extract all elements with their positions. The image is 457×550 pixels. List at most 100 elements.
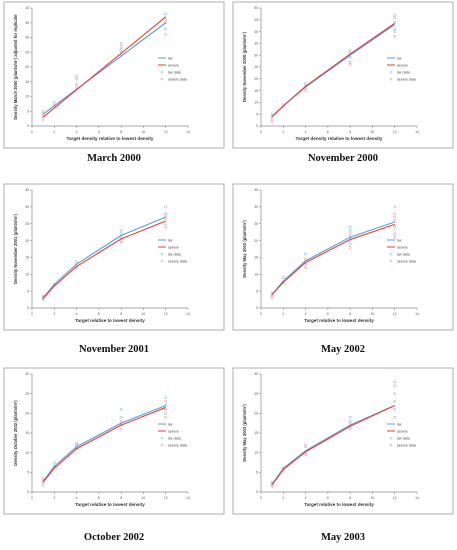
data-point [119,408,123,411]
legend-label: lax [397,422,402,426]
legend-label: lax [168,422,173,426]
y-tick-label: 5 [256,471,258,475]
x-tick-label: 6 [327,130,329,134]
data-point [348,232,352,236]
legend-label: severe data [168,259,187,263]
chart-frame [232,183,454,331]
data-point [119,47,123,51]
data-point [164,212,168,216]
data-point [348,56,352,59]
legend-label: lax data [397,252,410,256]
data-point [393,218,397,222]
x-tick-label: 0 [31,130,33,134]
data-point [270,296,274,300]
data-point [270,115,274,118]
data-point [393,13,397,17]
x-tick-label: 4 [305,496,307,500]
data-point [348,421,352,425]
data-point [164,205,168,209]
y-tick-label: 10 [254,101,258,105]
x-axis-title: Target relative to lowest density [304,502,374,507]
y-tick-label: 20 [254,239,258,243]
y-tick-label: 25 [25,392,29,396]
data-point [52,465,56,468]
series-line-severe [271,22,396,117]
series-line-severe [271,223,395,295]
y-tick-label: 10 [25,272,29,276]
data-point [304,266,307,269]
x-tick-label: 0 [260,130,262,134]
legend-swatch [389,77,393,81]
legend-swatch [389,252,393,256]
data-point [164,222,168,226]
y-tick-label: 20 [254,412,258,416]
data-point [41,115,45,119]
chart-panel-mar-2000: 0 2 4 6 8 10 12 14 0 5 10 15 20 25 30 35 40 Target densit… [0,0,228,183]
legend-label: lax [168,238,173,242]
y-tick-label: 0 [256,306,258,310]
series-line-lax [42,216,166,299]
x-tick-label: 6 [98,312,100,316]
legend-swatch [389,70,393,74]
y-axis-title: Density May 2002 (plants/m²) [242,220,247,278]
y-tick-label: 25 [254,65,258,69]
data-point [348,225,352,229]
x-tick-label: 6 [98,496,100,500]
data-point [119,427,123,431]
x-tick-label: 0 [260,496,262,500]
chart-svg: 0 2 4 6 8 10 12 14 0 5 10 15 20 25 30 Target relative t… [3,367,225,515]
x-tick-label: 12 [164,312,168,316]
y-tick-label: 15 [254,431,258,435]
y-axis-title: Density March 2000 (plants/m²) adjusted … [13,14,18,120]
y-tick-label: 30 [25,36,29,40]
legend-label: lax [397,238,402,242]
chart-frame [3,367,225,515]
y-tick-label: 30 [254,205,258,209]
legend-label: lax data [168,252,181,256]
data-point [119,415,123,419]
y-tick-label: 25 [254,222,258,226]
data-point [164,396,168,400]
legend-label: severe data [397,77,416,81]
legend-swatch [160,259,164,263]
x-tick-label: 10 [142,496,146,500]
legend-swatch [389,436,393,440]
y-tick-label: 5 [27,109,29,113]
data-point [393,215,397,219]
data-point [281,276,285,280]
y-tick-label: 15 [25,256,29,260]
legend-label: lax data [168,436,181,440]
chart-caption: November 2001 [78,344,150,355]
chart-frame [3,1,225,149]
y-tick-label: 20 [25,239,29,243]
legend-label: severe [397,245,408,249]
data-point [393,392,397,396]
x-tick-label: 8 [349,496,351,500]
legend-label: lax data [397,436,410,440]
chart-frame [3,183,225,331]
y-tick-label: 5 [256,112,258,116]
chart-panel-may-2002: 0 2 4 6 8 10 12 14 0 5 10 15 20 25 30 35 Target relative… [229,182,457,365]
series-line-severe [42,220,166,299]
y-tick-label: 30 [254,372,258,376]
legend-swatch [160,436,164,440]
y-tick-label: 45 [254,18,258,22]
x-tick-label: 6 [327,312,329,316]
y-tick-label: 30 [25,372,29,376]
data-point [119,240,123,244]
x-tick-label: 12 [164,496,168,500]
y-tick-label: 0 [256,490,258,494]
y-axis-title: Density November 2000 (plants/m²) [242,31,247,101]
y-tick-label: 10 [254,451,258,455]
data-point [304,453,307,457]
legend-label: severe data [168,77,187,81]
x-tick-label: 2 [282,496,284,500]
chart-panel-may-2003: 0 2 4 6 8 10 12 14 0 5 10 15 20 25 30 Target relative t… [229,366,457,549]
data-point [304,252,307,256]
y-tick-label: 25 [25,50,29,54]
x-tick-label: 0 [260,312,262,316]
y-tick-label: 50 [254,6,258,10]
y-tick-label: 20 [25,412,29,416]
data-point [270,293,274,296]
data-point [348,63,352,67]
